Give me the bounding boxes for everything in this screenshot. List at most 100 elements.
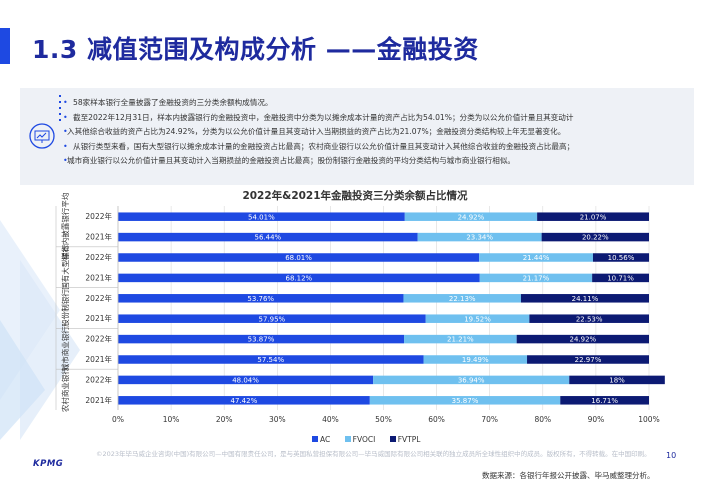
bar-segment-ac bbox=[118, 294, 404, 303]
data-label: 56.44% bbox=[254, 234, 281, 242]
y-tick-label: 2022年 bbox=[85, 211, 112, 221]
data-label: 10.56% bbox=[608, 254, 635, 262]
legend-swatch-fvoci bbox=[344, 436, 351, 442]
bar-segment-fvoci bbox=[369, 396, 561, 405]
bar-segment-fvtpl bbox=[527, 355, 649, 364]
data-label: 68.01% bbox=[285, 254, 312, 262]
data-label: 24.92% bbox=[458, 213, 485, 221]
bar-segment-fvtpl bbox=[560, 396, 649, 405]
y-tick-label: 2022年 bbox=[85, 252, 112, 262]
data-label: 24.92% bbox=[569, 336, 596, 344]
data-label: 21.44% bbox=[523, 254, 550, 262]
legend-item-fvoci: FVOCI bbox=[344, 435, 376, 444]
bar-segment-fvtpl bbox=[541, 232, 649, 242]
bar-segment-ac bbox=[118, 273, 480, 283]
y-tick-label: 2022年 bbox=[85, 334, 112, 344]
bar-segment-fvoci bbox=[423, 355, 528, 364]
data-label: 16.71% bbox=[591, 397, 618, 405]
summary-bullet-list: 58家样本银行全量披露了金融投资的三分类余额构成情况。 截至2022年12月31… bbox=[63, 96, 688, 169]
data-label: 20.22% bbox=[582, 234, 609, 242]
y-tick-label: 2022年 bbox=[85, 374, 112, 384]
bar-segment-fvtpl bbox=[529, 314, 649, 323]
group-label: 国有大型银行 bbox=[60, 244, 70, 289]
x-tick-label: 50% bbox=[375, 415, 392, 424]
data-label: 36.94% bbox=[458, 377, 485, 385]
x-tick-label: 40% bbox=[322, 415, 339, 424]
kpmg-logo: KPMG bbox=[33, 459, 64, 469]
group-label: 农村商业银行 bbox=[60, 367, 70, 412]
bar-segment-fvtpl bbox=[592, 273, 649, 283]
x-tick-label: 60% bbox=[428, 415, 445, 424]
summary-bullet: 城市商业银行以公允价值计量且其变动计入当期损益的金融投资占比最高；股份制银行金融… bbox=[63, 154, 688, 169]
title-accent-bar bbox=[0, 28, 10, 64]
data-label: 57.95% bbox=[259, 315, 286, 323]
bullet-dots-decoration bbox=[59, 95, 61, 125]
data-label: 24.11% bbox=[572, 295, 599, 303]
bar-segment-fvoci bbox=[403, 294, 521, 303]
copyright-disclaimer: ©2023年毕马威企业咨询(中国)有限公司—中国有限责任公司，是与英国私营担保有… bbox=[96, 450, 651, 458]
x-tick-label: 30% bbox=[269, 415, 286, 424]
bar-segment-ac bbox=[118, 334, 405, 344]
bar-segment-ac bbox=[118, 375, 374, 385]
legend-label-fvtpl: FVTPL bbox=[397, 435, 421, 444]
bar-segment-ac bbox=[118, 212, 405, 221]
chart-legend: AC FVOCI FVTPL bbox=[312, 435, 432, 444]
x-tick-label: 20% bbox=[216, 415, 233, 424]
data-label: 23.34% bbox=[466, 234, 493, 242]
data-label: 10.71% bbox=[607, 275, 634, 283]
group-label: 城市商业银行 bbox=[60, 326, 70, 371]
data-label: 21.17% bbox=[523, 275, 550, 283]
data-label: 21.07% bbox=[580, 213, 607, 221]
y-tick-label: 2021年 bbox=[85, 395, 112, 405]
legend-swatch-fvtpl bbox=[389, 436, 396, 442]
bar-segment-fvoci bbox=[404, 334, 517, 344]
data-label: 48.04% bbox=[232, 377, 259, 385]
bar-segment-fvoci bbox=[425, 314, 530, 323]
group-label: 股份制银行 bbox=[60, 289, 70, 327]
presentation-chart-icon bbox=[29, 123, 55, 149]
data-label: 53.87% bbox=[248, 336, 275, 344]
data-label: 54.01% bbox=[248, 213, 275, 221]
bar-segment-fvtpl bbox=[537, 212, 649, 221]
bar-segment-ac bbox=[118, 396, 370, 405]
decorative-triangles bbox=[0, 220, 80, 440]
data-label: 35.87% bbox=[452, 397, 479, 405]
data-label: 18% bbox=[609, 377, 625, 385]
bar-segment-ac bbox=[118, 314, 426, 323]
bar-segment-fvtpl bbox=[516, 334, 649, 344]
y-tick-label: 2022年 bbox=[85, 293, 112, 303]
data-label: 68.12% bbox=[286, 275, 313, 283]
bar-segment-fvoci bbox=[373, 375, 570, 385]
legend-label-fvoci: FVOCI bbox=[352, 435, 376, 444]
legend-swatch-ac bbox=[312, 436, 318, 442]
x-tick-label: 0% bbox=[112, 415, 124, 424]
legend-label-ac: AC bbox=[320, 435, 331, 444]
page-title: 1.3 减值范围及构成分析 ——金融投资 bbox=[32, 35, 479, 64]
data-label: 57.54% bbox=[257, 356, 284, 364]
data-label: 21.21% bbox=[447, 336, 474, 344]
bar-segment-ac bbox=[118, 253, 480, 262]
data-label: 19.49% bbox=[462, 356, 489, 364]
legend-item-fvtpl: FVTPL bbox=[389, 435, 421, 444]
data-label: 53.76% bbox=[247, 295, 274, 303]
y-tick-label: 2021年 bbox=[85, 232, 112, 242]
summary-box: 58家样本银行全量披露了金融投资的三分类余额构成情况。 截至2022年12月31… bbox=[20, 88, 694, 185]
x-tick-label: 70% bbox=[481, 415, 498, 424]
x-tick-label: 100% bbox=[638, 415, 659, 424]
summary-bullet: 58家样本银行全量披露了金融投资的三分类余额构成情况。 bbox=[63, 96, 688, 111]
y-tick-label: 2021年 bbox=[85, 354, 112, 364]
summary-bullet: 截至2022年12月31日，样本内披露银行的金融投资中，金融投资中分类为以摊余成… bbox=[63, 111, 688, 126]
summary-bullet: 入其他综合收益的资产占比为24.92%，分类为以公允价值计量且其变动计入当期损益… bbox=[63, 125, 688, 140]
bar-segment-fvoci bbox=[417, 232, 542, 242]
bar-segment-fvoci bbox=[479, 253, 593, 262]
bar-segment-ac bbox=[118, 355, 424, 364]
bar-segment-ac bbox=[118, 232, 418, 242]
group-label: 样本内披露银行平均 bbox=[60, 193, 70, 261]
chart-title: 2022年&2021年金融投资三分类余额占比情况 bbox=[242, 190, 468, 202]
x-tick-label: 80% bbox=[534, 415, 551, 424]
bar-segment-fvtpl bbox=[592, 253, 650, 262]
summary-bullet: 从银行类型来看，国有大型银行以摊余成本计量的金融投资占比最高；农村商业银行以公允… bbox=[63, 140, 688, 155]
x-tick-label: 10% bbox=[163, 415, 180, 424]
bar-segment-fvtpl bbox=[569, 375, 665, 385]
